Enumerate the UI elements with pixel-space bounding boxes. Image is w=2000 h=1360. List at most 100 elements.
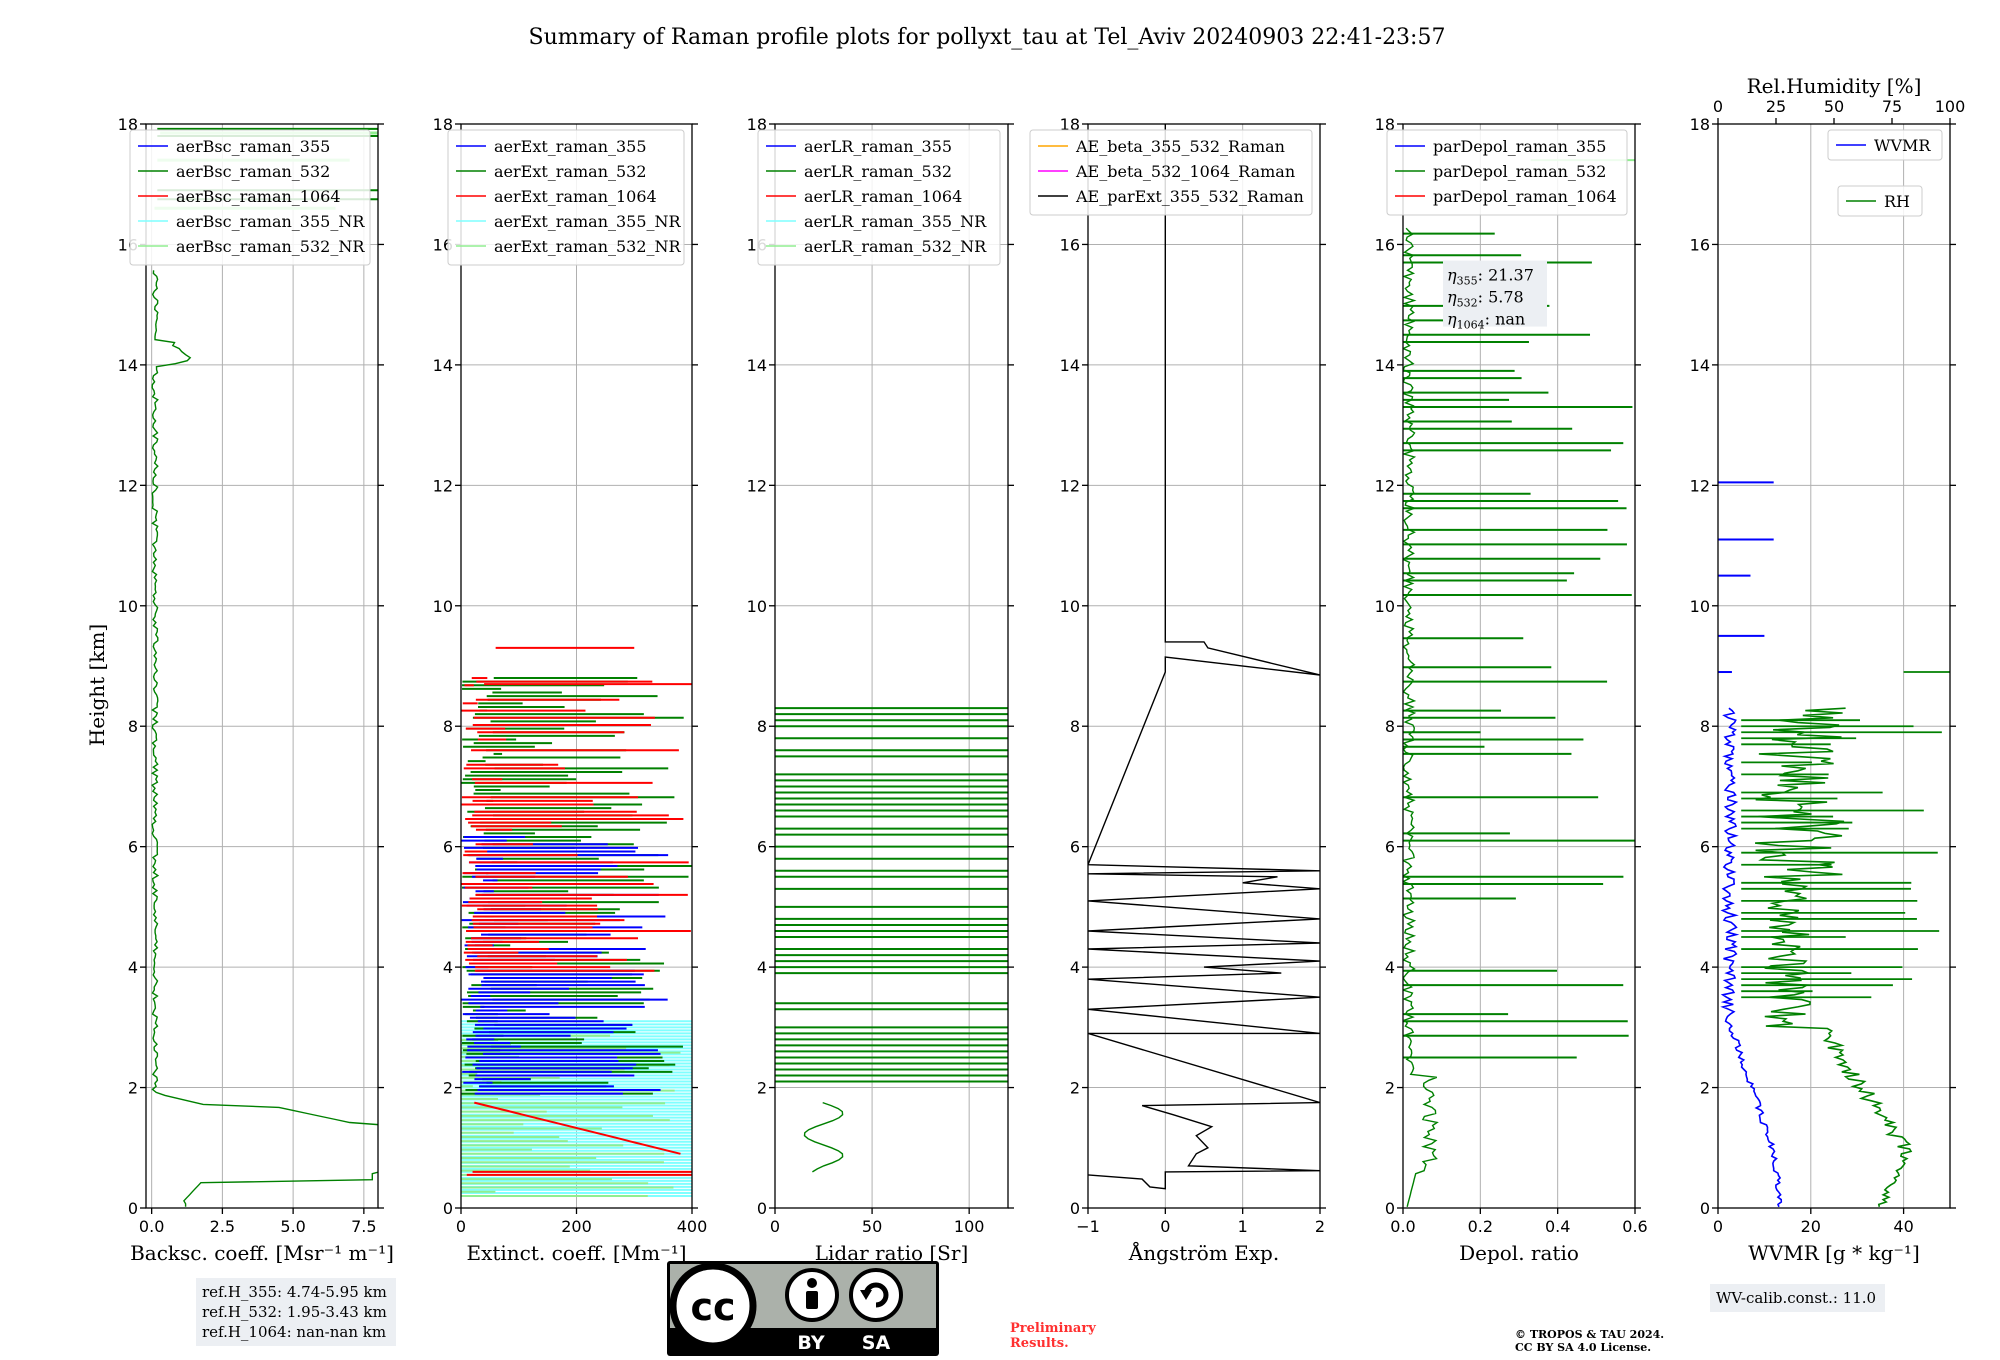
sa-share-icon [849,1268,903,1322]
panel-data [150,127,378,1207]
y-tick-label: 18 [1690,115,1710,134]
legend-label: aerBsc_raman_532_NR [176,237,365,256]
x-tick-label: 40 [1893,1217,1913,1236]
eta-wavelength: 1064 [1457,319,1485,332]
x-tick-label: 20 [1801,1217,1821,1236]
legend-label: parDepol_raman_355 [1433,137,1606,156]
legend-label: aerLR_raman_532_NR [804,237,987,256]
eta-value: : 5.78 [1478,288,1524,307]
by-person-body [806,1291,818,1309]
x-tick-label: 0 [456,1217,466,1236]
wv-calibration-const: WV-calib.const.: 11.0 [1716,1289,1876,1307]
y-tick-label: 12 [1060,476,1080,495]
y-tick-label: 0 [1070,1199,1080,1218]
y-tick-label: 14 [1690,356,1710,375]
copyright-line2: CC BY SA 4.0 License. [1515,1341,1651,1354]
panel-data [1718,481,1950,1208]
cc-by-sa-badge: cc BY SA [667,1261,939,1356]
legend-label: parDepol_raman_1064 [1433,187,1617,206]
legend-label: WVMR [1874,136,1931,155]
y-tick-label: 16 [1375,235,1395,254]
ext-1064-line [474,1101,681,1155]
sa-share-arc [863,1282,889,1308]
bsc-532-line [150,270,378,1207]
y-tick-label: 4 [1700,958,1710,977]
legend-box-rh [1837,185,1923,217]
y-tick-label: 18 [433,115,453,134]
x-tick-label: 1 [1238,1217,1248,1236]
y-tick-label: 6 [1070,838,1080,857]
wvmr-line [1720,707,1783,1208]
figure-title: Summary of Raman profile plots for polly… [529,25,1446,50]
legend-box-wvmr [1827,129,1943,161]
eta-symbol: η [1447,266,1457,285]
y-tick-label: 6 [1700,838,1710,857]
ref-height-1064: ref.H_1064: nan-nan km [202,1323,386,1341]
legend-label: aerLR_raman_355 [804,137,952,156]
legend-label: RH [1884,192,1910,211]
cc-icon [669,1262,757,1350]
top-x-tick-label: 25 [1766,97,1786,116]
preliminary-line2: Results. [1010,1336,1069,1351]
x-tick-label: 0.0 [1390,1217,1415,1236]
y-tick-label: 12 [1690,476,1710,495]
legend-label: aerExt_raman_355_NR [494,212,682,231]
y-tick-label: 4 [757,958,767,977]
y-tick-label: 12 [118,476,138,495]
badge-sa: SA [862,1332,891,1354]
legend-label: aerBsc_raman_1064 [176,187,341,206]
panel-data [775,707,1008,1173]
legend-label: parDepol_raman_532 [1433,162,1606,181]
eta-wavelength: 355 [1457,275,1478,288]
eta-value: : nan [1485,310,1526,329]
x-tick-label: 100 [954,1217,985,1236]
legend-label: aerExt_raman_355 [494,137,647,156]
y-tick-label: 0 [757,1199,767,1218]
y-tick-label: 12 [747,476,767,495]
y-tick-label: 16 [1060,235,1080,254]
eta-symbol: η [1447,310,1457,329]
eta-info-box [1443,260,1547,327]
legend-label: aerExt_raman_532_NR [494,237,682,256]
cc-icon-label: cc [690,1285,735,1329]
x-axis-label: Backsc. coeff. [Msr⁻¹ m⁻¹] [130,1241,394,1265]
ref-height-info-box [196,1278,396,1346]
x-tick-label: 0 [1160,1217,1170,1236]
y-tick-label: 4 [1385,958,1395,977]
rh-line [1755,707,1913,1207]
y-tick-label: 4 [1070,958,1080,977]
y-tick-label: 6 [443,838,453,857]
legend-label: AE_beta_355_532_Raman [1075,137,1285,156]
y-tick-label: 2 [757,1079,767,1098]
x-tick-label: 2 [1315,1217,1325,1236]
y-tick-label: 18 [1060,115,1080,134]
y-tick-label: 10 [118,597,138,616]
y-tick-label: 0 [1700,1199,1710,1218]
ref-height-info: ref.H_355: 4.74-5.95 km ref.H_532: 1.95-… [196,1278,396,1346]
y-tick-label: 14 [1060,356,1080,375]
wv-calibration-box [1710,1284,1885,1312]
eta-line: η355: 21.37 [1447,266,1534,288]
top-x-tick-label: 0 [1713,97,1723,116]
y-tick-label: 18 [1375,115,1395,134]
axes-frame [145,123,379,1209]
y-tick-label: 8 [443,717,453,736]
panel-data [461,646,692,1197]
top-x-tick-label: 100 [1935,97,1966,116]
axes-frame [774,123,1009,1209]
x-tick-label: 0.4 [1545,1217,1570,1236]
x-tick-label: −1 [1076,1217,1100,1236]
y-tick-label: 12 [1375,476,1395,495]
y-tick-label: 14 [1375,356,1395,375]
y-tick-label: 6 [128,838,138,857]
eta-wavelength: 532 [1457,297,1478,310]
x-tick-label: 7.5 [351,1217,376,1236]
y-tick-label: 6 [757,838,767,857]
